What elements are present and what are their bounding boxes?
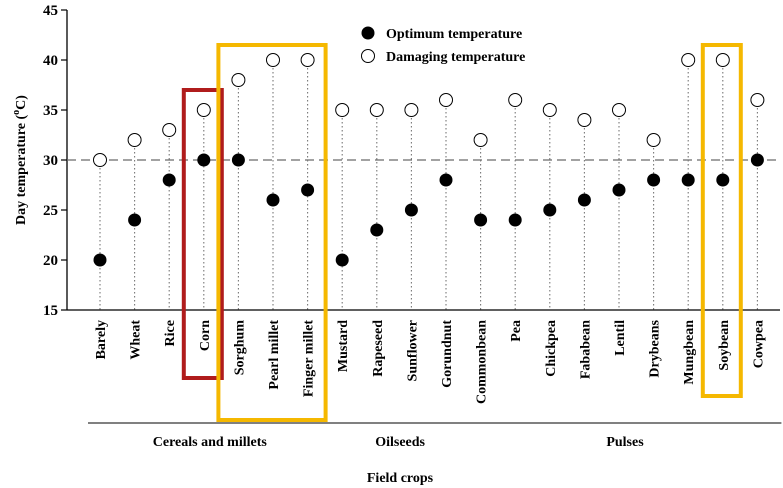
optimum-point (370, 223, 384, 237)
highlight-box (700, 43, 743, 398)
damaging-point (473, 133, 488, 147)
damaging-point (231, 73, 246, 87)
y-tick-label: 35 (43, 103, 58, 119)
category-label: Soybean (717, 320, 732, 371)
group-label: Cereals and millets (153, 435, 268, 450)
optimum-point (577, 193, 591, 207)
group-label: Pulses (606, 435, 644, 450)
damaging-point (127, 133, 142, 147)
damaging-point (542, 103, 557, 117)
category-labels: Barely Wheat Rice Corn Sorghum Pearl millet Fi… (94, 319, 766, 404)
optimum-point (404, 203, 418, 217)
optimum-point (128, 213, 142, 227)
category-label: Sunflower (405, 320, 420, 381)
y-tick-label: 25 (43, 203, 58, 219)
y-axis-title-degree: o (11, 110, 22, 115)
damaging-point (266, 53, 280, 67)
group-labels: Cereals and millets Oilseeds Pulses (153, 435, 644, 450)
damaging-point (93, 153, 107, 167)
optimum-point (716, 173, 730, 187)
damaging-point (300, 53, 315, 67)
damaging-point (750, 93, 765, 107)
damaging-point (577, 113, 592, 127)
optimum-temperature-points (93, 153, 764, 267)
category-label: Finger millet (302, 320, 317, 397)
y-tick-label: 20 (43, 253, 58, 269)
damaging-point (715, 53, 730, 67)
legend-marker-damaging (361, 49, 375, 63)
category-label: Commonbean (475, 320, 490, 404)
damaging-point (439, 93, 453, 107)
category-label: Gorundnut (440, 320, 455, 388)
category-label: Lentil (613, 320, 628, 356)
damaging-point (162, 123, 177, 137)
damaging-point (335, 103, 350, 117)
optimum-point (543, 203, 557, 217)
y-tick-label: 45 (43, 3, 58, 19)
optimum-point (162, 173, 176, 187)
category-label: Mustard (336, 320, 351, 372)
category-label: Pea (509, 320, 524, 342)
optimum-point (681, 173, 695, 187)
y-axis-ticks: 15 20 25 30 35 40 45 (43, 3, 67, 319)
optimum-point (750, 153, 764, 167)
stem-lines (99, 60, 758, 310)
legend-marker-optimum (361, 26, 375, 40)
category-label: Rice (163, 320, 178, 346)
category-label: Drybeans (648, 319, 663, 377)
optimum-point (474, 213, 488, 227)
category-label: Wheat (129, 320, 144, 360)
y-axis-title-unit: C) (14, 95, 29, 110)
category-label: Rapeseed (371, 320, 386, 377)
optimum-point (335, 253, 349, 267)
y-axis-title: Day temperature (oC) (11, 95, 29, 225)
category-label: Fababean (578, 320, 593, 379)
category-label: Sorghum (232, 320, 247, 376)
category-label: Corn (198, 320, 213, 351)
y-tick-label: 15 (43, 303, 58, 319)
highlight-box (216, 43, 328, 422)
damaging-point (196, 103, 211, 117)
damaging-point (681, 53, 696, 67)
category-label: Chickpea (544, 320, 559, 377)
highlight-box (181, 88, 224, 380)
legend-label-damaging: Damaging temperature (386, 50, 525, 65)
legend-label-optimum: Optimum temperature (386, 27, 522, 42)
y-tick-label: 30 (43, 153, 58, 169)
optimum-point (231, 153, 245, 167)
damaging-point (508, 93, 523, 107)
optimum-point (439, 173, 453, 187)
damaging-point (369, 103, 384, 117)
group-label: Oilseeds (375, 435, 425, 450)
damaging-point (612, 103, 626, 117)
optimum-point (301, 183, 315, 197)
damaging-point (404, 103, 419, 117)
optimum-point (612, 183, 626, 197)
optimum-point (647, 173, 661, 187)
y-axis-title-text: Day temperature ( (14, 114, 29, 224)
optimum-point (93, 253, 107, 267)
category-label: Barely (94, 320, 109, 359)
category-label: Pearl millet (267, 320, 282, 390)
category-label: Cowpea (751, 320, 766, 368)
optimum-point (508, 213, 522, 227)
damaging-temperature-points (93, 53, 765, 167)
optimum-point (197, 153, 211, 167)
category-label: Mungbean (682, 320, 697, 385)
x-axis-title: Field crops (367, 471, 434, 486)
highlight-boxes (181, 43, 743, 422)
optimum-point (266, 193, 280, 207)
legend: Optimum temperature Damaging temperature (361, 26, 525, 65)
damaging-point (646, 133, 661, 147)
y-tick-label: 40 (43, 53, 58, 69)
